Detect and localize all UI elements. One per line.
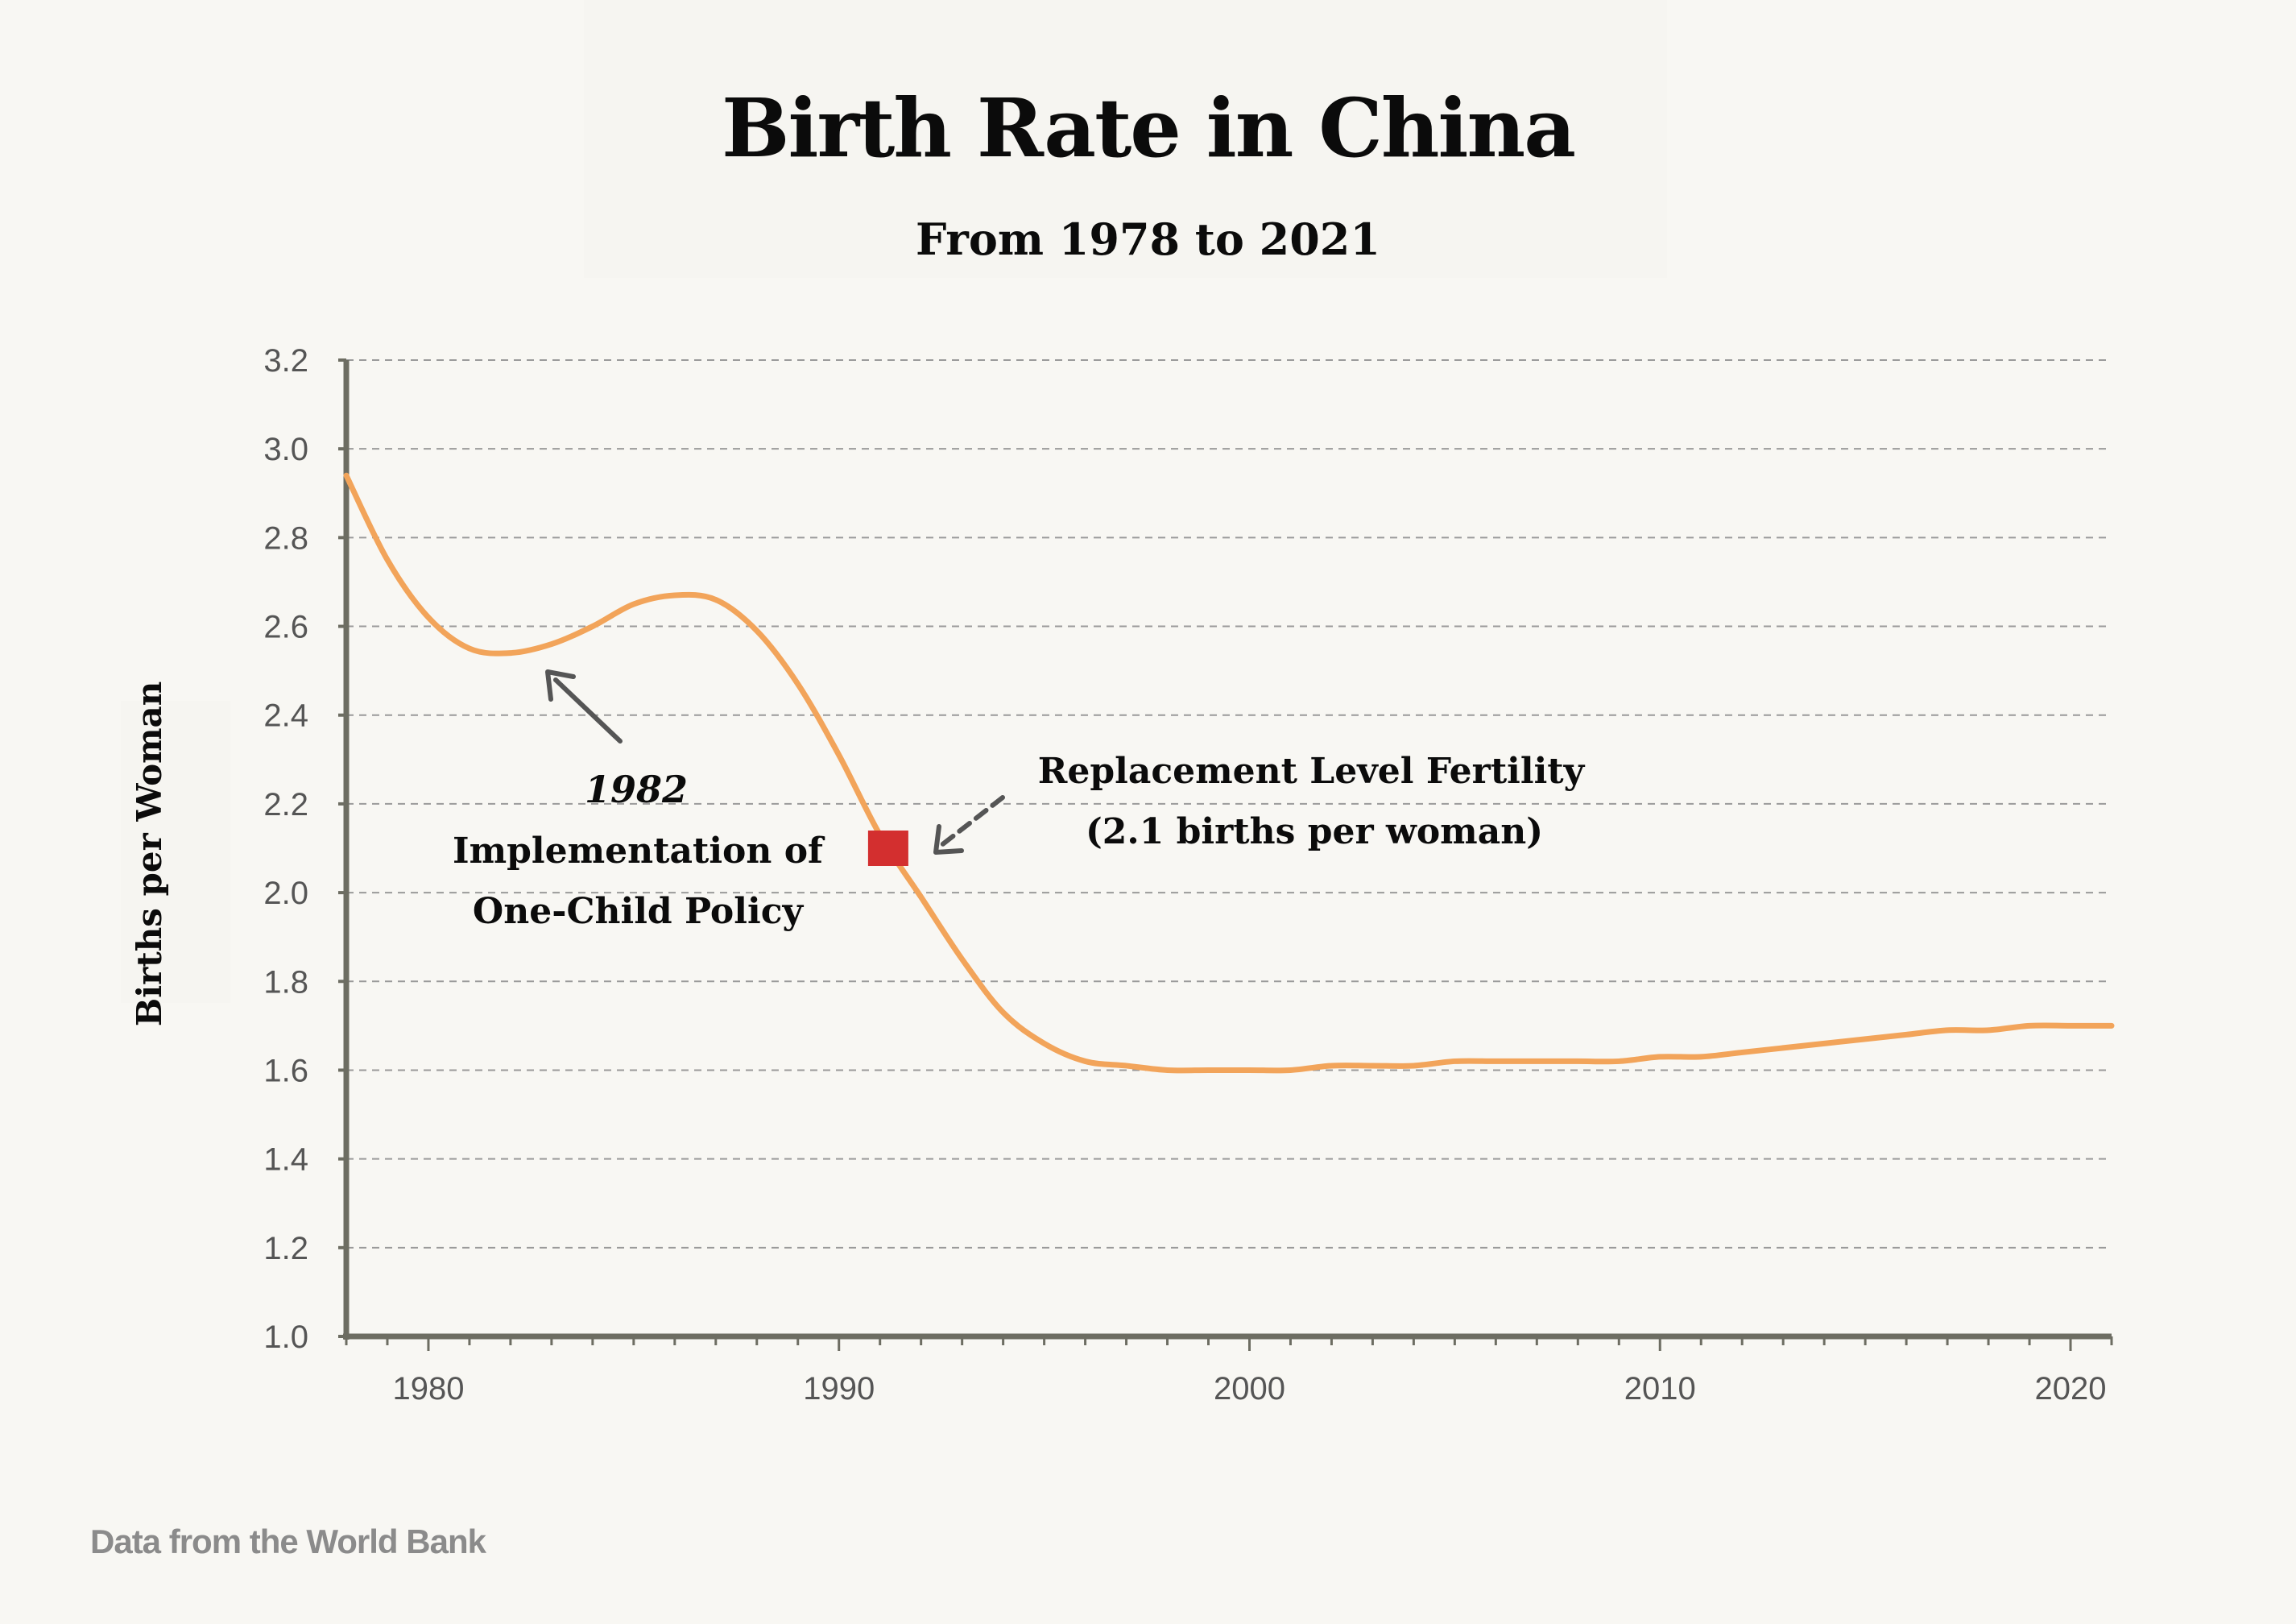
title-panel <box>584 0 1667 278</box>
y-tick-label: 1.0 <box>263 1320 308 1355</box>
policy-arrow <box>553 677 623 744</box>
x-tick-label: 1980 <box>392 1371 464 1406</box>
y-tick-label: 1.4 <box>263 1142 308 1178</box>
x-tick-label: 2010 <box>1624 1371 1696 1406</box>
x-tick-label: 2020 <box>2035 1371 2107 1406</box>
y-tick-label: 1.2 <box>263 1231 308 1266</box>
y-tick-label: 1.8 <box>263 964 308 1000</box>
y-tick-label: 2.6 <box>263 610 308 645</box>
policy-annotation-year: 1982 <box>585 768 688 811</box>
replacement-level-marker <box>867 831 908 866</box>
y-axis-label: Births per Woman <box>130 682 169 1027</box>
policy-annotation-line1: Implementation of <box>453 831 825 872</box>
replacement-annotation-line1: Replacement Level Fertility <box>1038 751 1586 792</box>
policy-annotation-line2: One-Child Policy <box>473 891 805 932</box>
grid-lines <box>346 359 2112 1249</box>
y-tick-label: 2.4 <box>263 698 308 734</box>
x-axis-ticks: 1980 1990 2000 2010 2020 <box>345 1336 2113 1406</box>
annotation-arrows <box>545 669 1005 855</box>
y-tick-label: 2.0 <box>263 876 308 911</box>
axes <box>343 360 2112 1340</box>
replacement-arrow <box>938 795 1005 848</box>
replacement-arrow-head <box>933 824 964 855</box>
replacement-annotation-line2: (2.1 births per woman) <box>1086 811 1543 852</box>
y-tick-label: 2.8 <box>263 520 308 556</box>
y-tick-label: 1.6 <box>263 1053 308 1088</box>
y-tick-label: 3.0 <box>263 432 308 467</box>
y-axis-ticks: 1.0 1.2 1.4 1.6 1.8 2.0 2.2 2.4 2.6 2.8 3.0 3.2 <box>263 343 346 1355</box>
ylabel-panel <box>121 701 230 1003</box>
policy-arrow-head <box>545 669 576 702</box>
y-tick-label: 2.2 <box>263 787 308 822</box>
chart-subtitle: From 1978 to 2021 <box>916 213 1380 265</box>
x-tick-label: 2000 <box>1214 1371 1285 1406</box>
chart-title: Birth Rate in China <box>721 81 1576 176</box>
data-source: Data from the World Bank <box>90 1522 486 1560</box>
y-tick-label: 3.2 <box>263 343 308 379</box>
x-tick-label: 1990 <box>803 1371 875 1406</box>
birth-rate-line <box>343 472 2115 1074</box>
